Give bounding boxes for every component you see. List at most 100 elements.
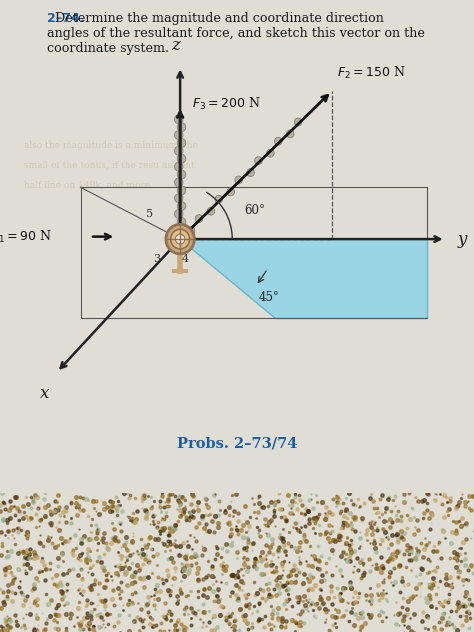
Point [318,569,326,580]
Text: 5: 5 [146,209,153,219]
Point [444,506,451,516]
Point [268,539,275,549]
Point [241,562,248,573]
Point [283,620,290,630]
Point [35,576,42,586]
Point [404,622,411,632]
Point [178,492,185,502]
Point [157,626,164,632]
Point [301,570,309,580]
Point [27,513,34,523]
Point [103,609,111,619]
Point [122,532,129,542]
Point [257,556,264,566]
Point [277,573,285,583]
Point [459,574,467,585]
Point [268,592,275,602]
Point [277,513,284,523]
Point [279,544,287,554]
Point [150,511,157,521]
Point [269,568,276,578]
Point [63,506,70,516]
Point [393,529,401,539]
Point [155,499,163,509]
Point [56,586,64,597]
Point [351,514,358,524]
Point [453,526,460,536]
Point [347,535,355,545]
Point [456,611,464,621]
Point [316,564,323,574]
Point [296,557,303,567]
Point [77,564,85,574]
Point [56,578,64,588]
Point [240,559,248,569]
Point [110,533,118,544]
Point [267,561,274,571]
Point [40,560,47,570]
Point [131,577,138,587]
Point [128,598,136,608]
Point [336,508,344,518]
Point [461,497,469,507]
Point [24,530,31,540]
Point [349,592,356,602]
Point [196,614,204,624]
Point [93,600,101,611]
Point [347,547,355,557]
Point [420,495,428,506]
Point [462,518,470,528]
Point [347,583,355,593]
Point [295,567,303,577]
Point [324,526,331,536]
Point [99,562,106,572]
Point [358,513,365,523]
Point [344,513,351,523]
Point [167,522,175,532]
Point [134,506,141,516]
Point [370,535,377,545]
Point [467,504,474,514]
Point [166,537,173,547]
Point [109,518,116,528]
Point [255,615,262,625]
Point [399,614,407,624]
Circle shape [274,137,282,145]
Point [201,510,209,520]
Point [310,523,317,533]
Point [33,612,40,623]
Text: $F_1 = 90$ N: $F_1 = 90$ N [0,229,52,245]
Point [30,599,38,609]
Point [23,548,30,558]
Point [165,501,173,511]
Point [77,624,84,632]
Point [142,600,149,610]
Point [0,499,8,509]
Point [168,526,175,536]
Point [140,614,148,624]
Point [323,502,330,512]
Point [461,600,469,611]
Point [273,573,281,583]
Point [253,563,260,573]
Point [214,518,221,528]
Point [277,552,285,562]
Point [327,528,334,538]
Point [329,535,337,545]
Point [9,596,16,606]
Point [27,492,35,502]
Point [161,546,168,556]
Circle shape [247,169,255,176]
Point [64,535,72,545]
Point [410,627,418,632]
Point [86,546,94,556]
Point [328,599,336,609]
Point [117,593,124,603]
Point [373,588,380,599]
Point [247,623,255,632]
Point [0,626,5,632]
Point [208,516,215,526]
Point [216,611,224,621]
Point [346,544,354,554]
Point [418,616,426,626]
